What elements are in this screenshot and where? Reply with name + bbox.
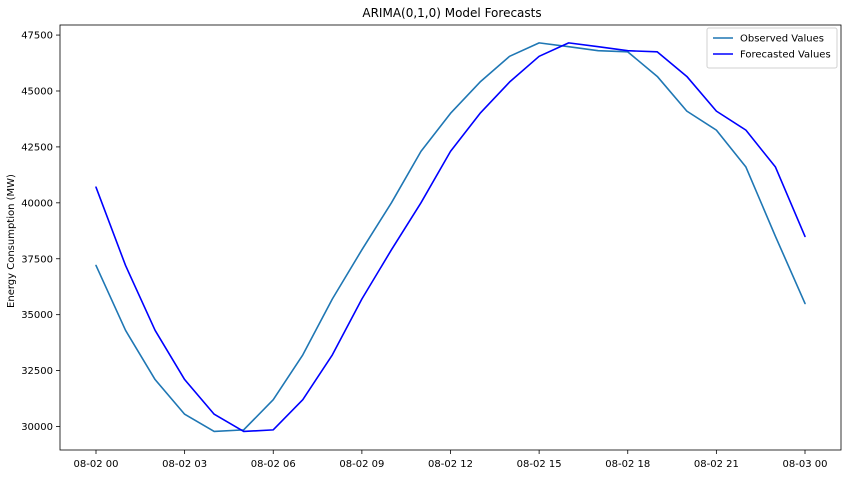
y-tick-label: 30000 — [21, 422, 53, 433]
x-tick-label: 08-02 21 — [694, 459, 739, 470]
legend-label-2: Forecasted Values — [740, 50, 831, 61]
y-tick-label: 45000 — [21, 86, 53, 97]
legend: Observed Values Forecasted Values — [706, 27, 838, 69]
y-tick-label: 35000 — [21, 310, 53, 321]
series-line-2 — [95, 42, 806, 433]
x-tick-label: 08-02 15 — [517, 459, 562, 470]
x-tick-label: 08-02 09 — [339, 459, 384, 470]
series-line-1 — [95, 42, 806, 433]
x-tick-label: 08-02 18 — [605, 459, 650, 470]
x-tick-label: 08-02 12 — [428, 459, 473, 470]
chart-title: ARIMA(0,1,0) Model Forecasts — [362, 6, 541, 20]
plot-area — [95, 42, 806, 433]
legend-box — [706, 27, 838, 69]
y-tick-label: 47500 — [21, 31, 53, 42]
x-tick-label: 08-02 00 — [74, 459, 119, 470]
y-tick-label: 37500 — [21, 254, 53, 265]
x-tick-label: 08-03 00 — [783, 459, 828, 470]
y-axis-label: Energy Consumption (MW) — [6, 174, 17, 308]
x-tick-label: 08-02 03 — [162, 459, 207, 470]
y-tick-label: 42500 — [21, 142, 53, 153]
legend-label-1: Observed Values — [740, 34, 824, 45]
y-tick-label: 40000 — [21, 198, 53, 209]
x-tick-label: 08-02 06 — [251, 459, 296, 470]
axes: 30000 32500 35000 37500 40000 42500 45000 47500… — [21, 24, 842, 470]
y-tick-label: 32500 — [21, 366, 53, 377]
